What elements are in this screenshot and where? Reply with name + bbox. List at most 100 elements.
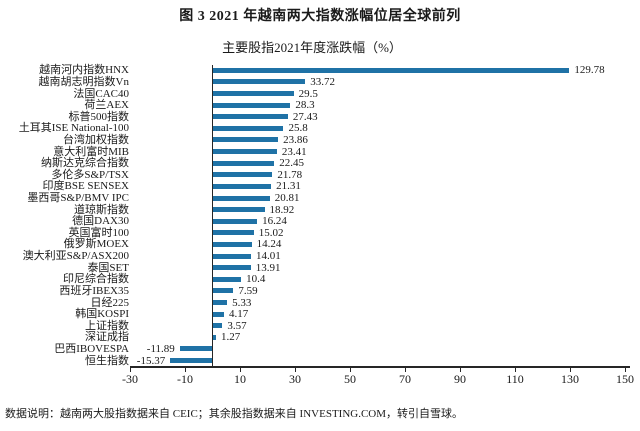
bar xyxy=(179,346,213,352)
category-label: 巴西IBOVESPA xyxy=(54,342,129,355)
x-axis-tick-label: 50 xyxy=(344,372,356,387)
value-label: 4.17 xyxy=(228,308,249,321)
x-axis-tick xyxy=(350,367,352,372)
value-label: 15.02 xyxy=(258,226,284,239)
value-label: 5.33 xyxy=(232,296,252,309)
bar xyxy=(212,276,242,282)
category-label: 越南河内指数HNX xyxy=(39,64,129,77)
category-label: 墨西哥S&P/BMV IPC xyxy=(27,192,129,204)
x-axis-tick xyxy=(240,367,242,372)
x-axis-tick-label: 30 xyxy=(289,372,301,387)
x-axis-tick-label: 130 xyxy=(561,372,579,387)
bar xyxy=(212,125,284,131)
value-label: 22.45 xyxy=(279,157,304,170)
x-axis-tick xyxy=(460,367,462,372)
x-axis-tick xyxy=(405,367,407,372)
bar xyxy=(212,79,306,85)
x-axis-tick-label: 150 xyxy=(616,372,634,387)
bar xyxy=(212,311,224,317)
category-label: 台湾加权指数 xyxy=(63,133,129,146)
bar xyxy=(212,195,270,201)
value-label: 7.59 xyxy=(238,284,258,297)
x-axis-line xyxy=(130,366,630,368)
value-label: 27.43 xyxy=(292,110,318,123)
value-label: 29.5 xyxy=(298,87,318,100)
x-axis-tick-label: -10 xyxy=(177,372,193,387)
category-label: 恒生指数 xyxy=(85,354,129,367)
bar xyxy=(212,149,277,155)
bar xyxy=(212,137,279,143)
value-label: 13.91 xyxy=(255,261,281,274)
bar xyxy=(212,91,294,97)
bar xyxy=(170,358,213,364)
x-axis-tick xyxy=(295,367,297,372)
value-label: 18.92 xyxy=(269,203,295,216)
bar xyxy=(212,265,251,271)
category-label: 多伦多S&P/TSX xyxy=(51,168,129,181)
value-label: 21.31 xyxy=(276,180,301,193)
footer-note: 数据说明：越南两大股指数据来自 CEIC；其余股指数据来自 INVESTING.… xyxy=(5,408,464,420)
category-label: 荷兰AEX xyxy=(84,99,129,112)
value-label: 21.78 xyxy=(277,168,303,181)
category-label: 道琼斯指数 xyxy=(74,203,129,216)
category-label: 澳大利亚S&P/ASX200 xyxy=(22,250,129,263)
value-label: 25.8 xyxy=(288,122,308,135)
value-label: 10.4 xyxy=(246,273,266,286)
category-label: 日经225 xyxy=(90,296,130,309)
category-label: 俄罗斯MOEX xyxy=(63,238,129,251)
value-label: 1.27 xyxy=(220,331,241,344)
value-label: 3.57 xyxy=(227,319,247,332)
value-label: -15.37 xyxy=(136,354,166,367)
chart-title: 主要股指2021年度涨跌幅（%） xyxy=(222,40,402,55)
category-label: 韩国KOSPI xyxy=(75,308,129,321)
bar xyxy=(212,160,275,166)
bar xyxy=(212,253,252,259)
category-label: 标普500指数 xyxy=(68,110,130,123)
category-label: 土耳其ISE National-100 xyxy=(18,122,129,135)
bar xyxy=(212,323,223,329)
value-label: -11.89 xyxy=(146,342,175,355)
value-label: 16.24 xyxy=(262,215,287,228)
x-axis-tick xyxy=(570,367,572,372)
value-label: 23.41 xyxy=(281,145,307,158)
bar xyxy=(212,334,216,340)
category-label: 纳斯达克综合指数 xyxy=(41,157,129,170)
category-label: 法国CAC40 xyxy=(73,87,129,100)
value-label: 33.72 xyxy=(310,75,335,88)
category-label: 西班牙IBEX35 xyxy=(59,284,129,297)
category-label: 意大利富时MIB xyxy=(53,145,129,158)
bar xyxy=(212,241,252,247)
category-label: 英国富时100 xyxy=(68,226,130,239)
category-label: 深证成指 xyxy=(85,331,129,344)
value-label: 14.24 xyxy=(256,238,282,251)
x-axis-tick-label: 10 xyxy=(234,372,246,387)
bar xyxy=(212,67,570,73)
category-label: 印度BSE SENSEX xyxy=(42,180,130,193)
bar xyxy=(212,230,254,236)
value-label: 28.3 xyxy=(295,99,315,112)
x-axis-tick xyxy=(625,367,627,372)
category-label: 越南胡志明指数Vn xyxy=(38,75,129,88)
x-axis-tick-label: 70 xyxy=(399,372,411,387)
value-label: 129.78 xyxy=(574,64,605,77)
bar xyxy=(212,218,258,224)
bar xyxy=(212,102,291,108)
value-label: 14.01 xyxy=(256,250,281,263)
bar xyxy=(212,288,234,294)
bar xyxy=(212,183,272,189)
bar xyxy=(212,172,273,178)
value-axis-line xyxy=(211,64,214,367)
value-label: 20.81 xyxy=(274,192,300,204)
x-axis-tick xyxy=(515,367,517,372)
bar xyxy=(212,300,228,305)
value-label: 23.86 xyxy=(283,133,308,146)
x-axis-tick-label: -30 xyxy=(122,372,138,387)
x-axis-tick xyxy=(130,367,132,372)
category-label: 上证指数 xyxy=(85,319,129,332)
bar xyxy=(212,207,265,213)
figure-title: 图 3 2021 年越南两大指数涨幅位居全球前列 xyxy=(179,9,461,24)
x-axis-tick-label: 110 xyxy=(506,372,524,387)
x-axis-tick xyxy=(185,367,187,372)
category-label: 泰国SET xyxy=(87,261,129,274)
